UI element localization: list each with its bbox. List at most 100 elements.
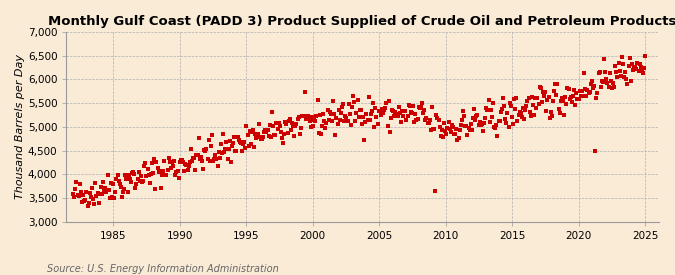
Point (396, 120, 406, 125)
Point (337, 105, 348, 109)
Point (291, 122, 302, 126)
Point (99, 188, 109, 192)
Point (619, 75, 630, 79)
Point (242, 132, 253, 137)
Point (76, 189, 86, 194)
Point (571, 90, 582, 95)
Point (485, 120, 495, 124)
Point (554, 106, 564, 111)
Point (425, 128, 436, 132)
Point (418, 108, 429, 112)
Point (435, 134, 446, 139)
Point (165, 166, 176, 170)
Point (413, 105, 424, 110)
Point (623, 64, 634, 68)
Point (404, 104, 415, 109)
Point (421, 116, 432, 120)
Point (162, 168, 173, 172)
Point (246, 142, 256, 146)
Point (545, 110, 556, 114)
Point (372, 121, 383, 126)
Point (340, 114, 351, 118)
Point (384, 130, 395, 134)
Point (448, 125, 458, 129)
Point (249, 145, 260, 149)
Point (379, 108, 389, 112)
Point (126, 180, 136, 184)
Point (519, 117, 530, 122)
Point (261, 130, 272, 134)
Point (300, 90, 310, 95)
Point (134, 178, 145, 183)
Point (158, 169, 169, 173)
Point (552, 82, 563, 87)
Point (74, 194, 84, 198)
Point (312, 98, 323, 102)
Point (232, 135, 243, 139)
Point (621, 77, 632, 81)
Point (138, 179, 148, 184)
Point (188, 155, 198, 160)
Point (231, 148, 242, 153)
Point (574, 89, 585, 93)
Point (516, 115, 527, 119)
Point (219, 150, 230, 154)
Point (215, 156, 225, 160)
Point (186, 158, 197, 163)
Point (466, 122, 477, 126)
Point (229, 135, 240, 139)
Point (495, 110, 506, 114)
Point (526, 94, 537, 99)
Point (616, 55, 627, 59)
Point (399, 109, 410, 113)
Point (475, 119, 485, 124)
Point (234, 138, 244, 142)
Point (129, 172, 140, 176)
Point (624, 56, 635, 60)
Point (387, 108, 398, 112)
Point (298, 113, 308, 118)
Point (222, 157, 233, 162)
Point (183, 164, 194, 169)
Point (146, 161, 157, 166)
Point (273, 121, 284, 125)
Point (609, 85, 620, 90)
Point (431, 112, 442, 117)
Point (470, 118, 481, 122)
Point (153, 170, 164, 174)
Point (182, 168, 193, 172)
Point (377, 107, 387, 112)
Point (215, 142, 226, 146)
Point (580, 87, 591, 91)
Point (272, 126, 283, 131)
Point (93, 200, 104, 205)
Point (308, 118, 319, 122)
Point (583, 90, 594, 95)
Point (327, 99, 338, 104)
Point (362, 118, 373, 122)
Point (178, 159, 188, 164)
Point (352, 98, 363, 103)
Point (115, 185, 126, 190)
Point (258, 135, 269, 140)
Point (442, 126, 453, 131)
Point (485, 108, 496, 112)
Point (100, 186, 111, 191)
Point (69, 195, 80, 199)
Point (441, 132, 452, 136)
Point (559, 112, 570, 117)
Point (560, 95, 570, 100)
Point (513, 112, 524, 117)
Point (68, 192, 78, 196)
Point (184, 160, 195, 164)
Point (130, 186, 140, 191)
Point (439, 121, 450, 126)
Point (396, 109, 407, 113)
Point (406, 110, 416, 114)
Point (497, 107, 508, 112)
Point (310, 119, 321, 123)
Point (368, 101, 379, 106)
Point (338, 102, 348, 107)
Point (91, 194, 102, 199)
Point (638, 71, 649, 75)
